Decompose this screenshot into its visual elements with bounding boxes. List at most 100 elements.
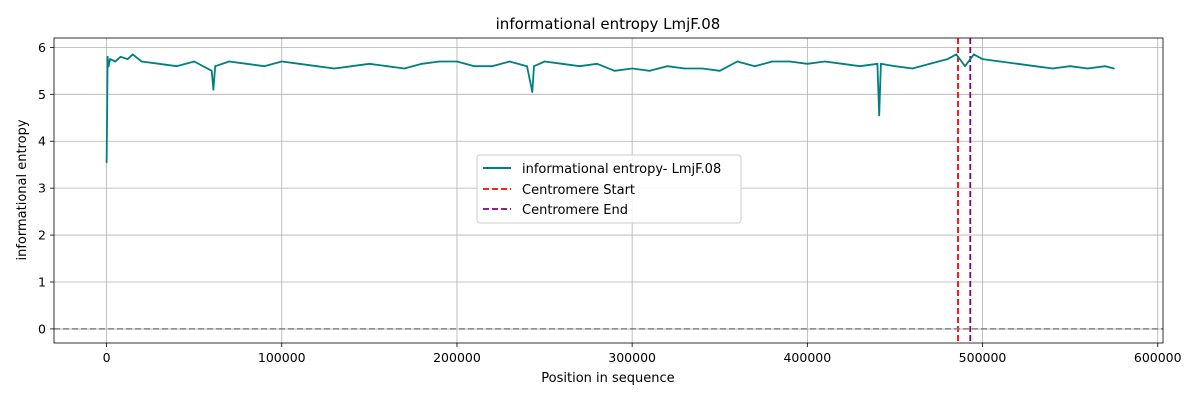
data-point [894,65,896,68]
data-point [718,69,721,72]
data-point [648,69,651,72]
data-point [1104,65,1107,68]
data-point [911,67,914,70]
data-point [880,62,882,65]
data-point [596,62,598,65]
data-point [946,58,949,60]
data-point [859,65,861,68]
data-point [175,65,178,68]
data-point [158,62,161,65]
y-axis-title: informational entropy [15,119,30,260]
data-point [105,161,108,164]
x-tick-label: 200000 [433,350,481,365]
y-tick-label: 4 [38,134,46,149]
data-point [280,60,283,63]
data-point [131,53,134,56]
data-point [214,65,217,68]
data-point [403,67,406,70]
legend-label-centromere-end: Centromere End [522,203,628,218]
data-point [1113,67,1115,70]
legend-label-entropy: informational entropy- LmjF.08 [522,162,721,177]
data-point [298,62,301,65]
data-point [1086,67,1089,70]
legend: informational entropy- LmjF.08 Centromer… [476,154,742,224]
y-tick-label: 1 [38,275,46,290]
data-point [263,65,266,68]
plot-frame [53,37,1164,344]
data-point [701,67,704,70]
x-tick-label: 100000 [258,350,306,365]
data-point [955,53,958,56]
data-point [107,65,110,68]
data-point [1069,65,1071,68]
x-tick-label: 600000 [1134,350,1182,365]
data-point [972,53,975,56]
y-tick-label: 0 [38,321,46,336]
data-point [543,60,546,63]
data-point [533,65,535,68]
data-point [613,69,616,72]
data-point [771,60,774,63]
x-axis-title: Position in sequence [541,371,674,386]
y-tick-label: 5 [38,87,46,102]
data-point [929,62,931,65]
data-point [114,60,117,63]
data-point [333,67,336,70]
reference-lines [54,38,1163,343]
x-tick-label: 500000 [959,350,1007,365]
x-tick-label: 0 [103,350,111,365]
data-point [126,58,129,60]
data-point [981,58,984,60]
data-point [1034,65,1036,68]
data-point [878,114,881,117]
data-point [212,88,215,91]
data-point [999,60,1001,63]
data-point [140,60,143,63]
data-point [315,65,318,68]
y-tick-label: 3 [38,181,46,196]
data-point [841,62,844,65]
data-point [561,62,563,65]
x-tick-label: 400000 [783,350,831,365]
data-point [666,65,669,68]
data-point [386,65,388,68]
y-tick-label: 6 [38,40,46,55]
series-lines [105,53,1115,164]
data-point [491,65,493,68]
data-point [508,60,511,63]
data-point [245,62,248,65]
data-point [193,60,196,63]
data-point [578,65,581,68]
data-point [109,58,111,60]
legend-label-centromere-start: Centromere Start [522,183,635,198]
data-point [438,60,441,63]
data-point [736,60,739,63]
chart-title: informational entropy LmjF.08 [496,15,721,33]
y-axis-ticks: 0 1 2 3 4 5 6 [38,40,54,336]
data-point [1051,67,1054,70]
data-point [368,62,371,65]
series-line-entropy [105,53,1115,163]
data-point [119,55,122,58]
y-tick-label: 2 [38,228,46,243]
data-point [964,65,966,68]
data-point [106,116,108,119]
data-point [473,65,476,68]
data-point [531,91,534,93]
legend-box [476,154,742,224]
x-tick-label: 300000 [608,350,656,365]
data-point [631,67,634,70]
data-point [350,65,353,68]
x-axis-ticks: 0 100000 200000 300000 400000 500000 600000 [103,343,1182,365]
data-point [228,60,231,63]
data-point [753,65,756,68]
data-point [210,69,213,72]
data-point [876,62,879,65]
data-point [421,62,423,65]
data-point [806,62,809,65]
data-point [456,60,458,63]
data-point [526,65,528,68]
data-point [1016,62,1019,65]
data-point [824,60,826,63]
